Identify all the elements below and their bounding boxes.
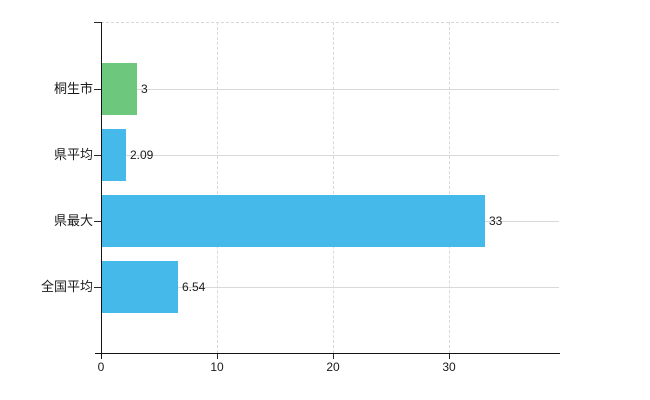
bar — [102, 129, 126, 181]
x-axis-tick — [333, 353, 334, 359]
category-label: 全国平均 — [40, 279, 93, 294]
y-axis-line — [101, 22, 102, 359]
vertical-gridline — [449, 22, 450, 353]
x-axis-tick-label: 30 — [442, 360, 456, 374]
y-axis-tick — [94, 221, 101, 222]
bar — [102, 195, 485, 247]
x-axis-tick-label: 20 — [326, 360, 340, 374]
bar — [102, 261, 178, 313]
horizontal-gridline — [101, 287, 559, 288]
x-axis-line — [95, 353, 560, 354]
y-axis-tick — [94, 155, 101, 156]
value-label: 2.09 — [130, 148, 154, 162]
vertical-gridline — [217, 22, 218, 353]
horizontal-gridline — [101, 89, 559, 90]
category-label: 県平均 — [53, 147, 93, 162]
category-label: 県最大 — [53, 213, 93, 228]
x-axis-tick-label: 10 — [210, 360, 224, 374]
y-axis-top-tick — [94, 22, 101, 23]
value-label: 3 — [141, 82, 148, 96]
value-label: 33 — [489, 214, 503, 228]
y-axis-tick — [94, 89, 101, 90]
x-axis-tick — [449, 353, 450, 359]
category-label: 桐生市 — [53, 81, 93, 96]
vertical-gridline — [333, 22, 334, 353]
bar — [102, 63, 137, 115]
horizontal-gridline — [101, 155, 559, 156]
value-label: 6.54 — [182, 280, 206, 294]
plot-top-border — [101, 22, 559, 23]
x-axis-tick-label: 0 — [97, 360, 105, 374]
y-axis-tick — [94, 287, 101, 288]
x-axis-tick — [217, 353, 218, 359]
